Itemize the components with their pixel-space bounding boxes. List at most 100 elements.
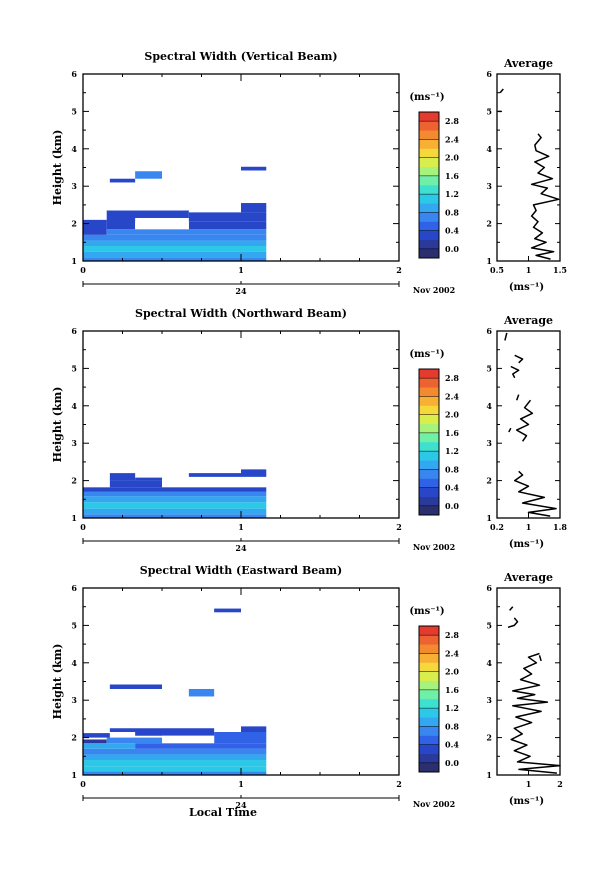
average-profile-line — [510, 365, 520, 379]
colorbar-tick-label: 0.8 — [445, 721, 459, 731]
heatmap-cell — [241, 726, 267, 732]
colorbar-swatch — [419, 644, 439, 654]
y-axis-label: Height (km) — [51, 130, 64, 206]
colorbar-swatch — [419, 414, 439, 425]
colorbar-tick-label: 2.8 — [445, 116, 459, 126]
colorbar: 0.0 0.4 0.8 1.2 1.6 2.0 2.4 2.8 (ms⁻¹) — [409, 349, 459, 516]
x-axis-label: Local Time — [189, 806, 257, 819]
date-label: Nov 2002 — [413, 285, 455, 295]
average-x-tick-label: 1.5 — [553, 265, 567, 275]
average-profile-line — [509, 606, 514, 611]
average-profile-line — [538, 655, 542, 662]
colorbar-swatch — [419, 442, 439, 452]
colorbar-swatch — [419, 487, 439, 498]
average-x-tick-label: 1 — [526, 265, 532, 275]
average-y-tick-label: 2 — [486, 219, 492, 229]
average-x-label: (ms⁻¹) — [509, 282, 544, 293]
colorbar-tick-label: 1.2 — [445, 703, 459, 713]
heatmap-cell — [241, 203, 267, 213]
colorbar-tick-label: 2.4 — [445, 134, 459, 144]
colorbar-swatch — [419, 166, 439, 177]
colorbar-tick-label: 0.4 — [445, 226, 459, 236]
colorbar-swatch — [419, 635, 439, 645]
average-y-tick-label: 3 — [486, 438, 492, 448]
average-y-tick-label: 2 — [486, 733, 492, 743]
y-tick-label: 6 — [71, 69, 77, 79]
heatmap-cell — [83, 771, 267, 775]
x-tick-label: 0 — [80, 265, 86, 275]
y-tick-label: 5 — [71, 620, 77, 630]
heatmap-cell — [83, 754, 267, 761]
average-y-tick-label: 2 — [486, 476, 492, 486]
average-x-label: (ms⁻¹) — [509, 539, 544, 550]
colorbar-swatch — [419, 699, 439, 709]
y-tick-label: 5 — [71, 363, 77, 373]
heatmap-cell — [135, 477, 162, 481]
colorbar-swatch — [419, 194, 439, 204]
y-tick-label: 1 — [71, 770, 77, 780]
heatmap-cell — [83, 733, 110, 738]
average-y-tick-label: 6 — [486, 69, 492, 79]
colorbar-swatch — [419, 469, 439, 479]
chart-title: Spectral Width (Northward Beam) — [135, 307, 347, 320]
heatmap-cell — [109, 480, 162, 488]
x-tick-label: 1 — [238, 779, 244, 789]
colorbar-frame — [418, 111, 440, 259]
colorbar-swatch — [419, 708, 439, 718]
colorbar-tick-label: 2.8 — [445, 373, 459, 383]
colorbar-tick-label: 1.2 — [445, 446, 459, 456]
heatmap-cell — [83, 219, 107, 235]
colorbar-unit: (ms⁻¹) — [409, 349, 444, 360]
average-profile-line — [504, 332, 508, 341]
colorbar-swatch — [419, 626, 439, 636]
colorbar-tick-label: 1.2 — [445, 189, 459, 199]
heatmap-cell — [83, 496, 267, 503]
colorbar-tick-label: 0.0 — [445, 244, 459, 254]
average-profile-line — [508, 427, 512, 433]
colorbar-unit: (ms⁻¹) — [409, 92, 444, 103]
heatmap-cell — [83, 246, 267, 252]
chart-title: Spectral Width (Vertical Beam) — [144, 50, 337, 63]
average-y-tick-label: 4 — [486, 144, 492, 154]
colorbar-tick-label: 2.4 — [445, 648, 459, 658]
date-label: Nov 2002 — [413, 799, 455, 809]
average-y-tick-label: 4 — [486, 401, 492, 411]
average-x-tick-label: 1.8 — [553, 522, 567, 532]
colorbar-swatch — [419, 432, 439, 443]
average-profile-line — [513, 470, 557, 517]
average-profile-line — [515, 394, 520, 401]
average-profile-line — [514, 354, 524, 364]
y-tick-label: 1 — [71, 256, 77, 266]
colorbar-tick-label: 2.0 — [445, 153, 459, 163]
average-y-tick-label: 3 — [486, 695, 492, 705]
heatmap-cell — [188, 212, 267, 222]
colorbar-tick-label: 0.4 — [445, 483, 459, 493]
x-tick-label: 1 — [238, 522, 244, 532]
average-y-tick-label: 6 — [486, 583, 492, 593]
colorbar: 0.0 0.4 0.8 1.2 1.6 2.0 2.4 2.8 (ms⁻¹) — [409, 606, 459, 773]
heatmap-cell — [83, 508, 267, 515]
x-tick-label: 2 — [396, 779, 402, 789]
average-profile-line — [507, 617, 519, 629]
colorbar-swatch — [419, 753, 439, 764]
colorbar-swatch — [419, 248, 439, 259]
average-y-tick-label: 4 — [486, 658, 492, 668]
average-y-tick-label: 5 — [486, 620, 492, 630]
average-x-label: (ms⁻¹) — [509, 796, 544, 807]
average-y-tick-label: 1 — [486, 256, 492, 266]
y-tick-label: 4 — [71, 144, 77, 154]
colorbar-swatch — [419, 680, 439, 691]
x-tick-label: 1 — [238, 265, 244, 275]
average-y-tick-label: 1 — [486, 770, 492, 780]
heatmap-cell — [83, 743, 136, 749]
heatmap-cell — [83, 257, 267, 261]
average-x-tick-label: 0.2 — [490, 522, 504, 532]
average-profile-line — [510, 652, 561, 774]
heatmap-cell — [83, 502, 267, 509]
colorbar-swatch — [419, 671, 439, 682]
average-title: Average — [503, 571, 553, 584]
colorbar-tick-label: 0.0 — [445, 758, 459, 768]
heatmap-cell — [83, 234, 267, 241]
